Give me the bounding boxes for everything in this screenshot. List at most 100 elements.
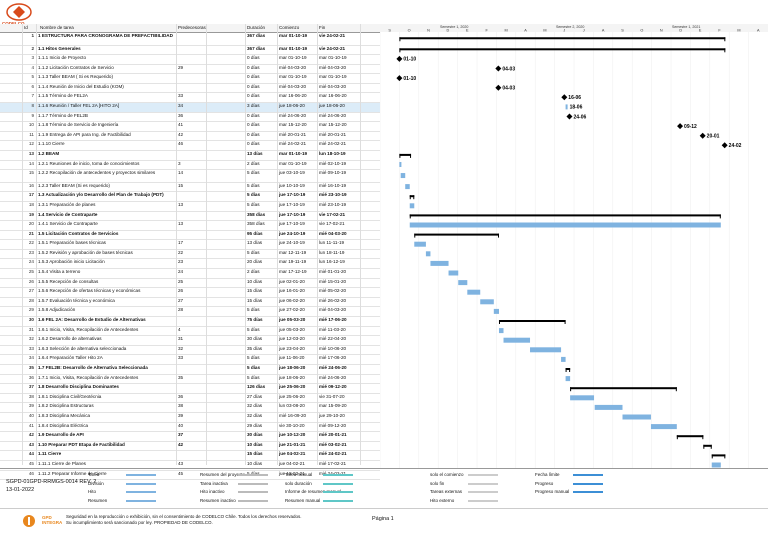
milestone-marker[interactable] bbox=[396, 75, 403, 82]
table-row[interactable]: 14 1.2.1 Reuniones de inicio, toma de con… bbox=[0, 161, 380, 171]
table-row[interactable]: 20 1.4.1 Servicio de Contraparte 13 358 día… bbox=[0, 221, 380, 231]
task-bar[interactable] bbox=[405, 184, 410, 190]
table-row[interactable]: 21 1.5 Licitación Contratos de Servicios 9… bbox=[0, 231, 380, 241]
start-date: jue 16-01-20 bbox=[279, 288, 305, 294]
table-row[interactable]: 2 1.1 Hitos Generales 367 días mar 01-10-19… bbox=[0, 46, 380, 56]
table-row[interactable]: 36 1.7.1 Inicio, Visita, Recopilación de … bbox=[0, 375, 380, 385]
summary-bar[interactable] bbox=[399, 153, 412, 156]
task-bar[interactable] bbox=[458, 280, 468, 286]
table-row[interactable]: 46 1.11.2 Preparar Informe de Cierre 45 5 d… bbox=[0, 471, 380, 481]
summary-bar[interactable] bbox=[409, 195, 415, 198]
task-bar[interactable] bbox=[400, 173, 406, 179]
table-row[interactable]: 35 1.7 FEL2B: Desarrollo de Alternativa S… bbox=[0, 365, 380, 375]
table-row[interactable]: 44 1.11 Cierre 15 días jue 04-02-21 mié 24-0… bbox=[0, 451, 380, 461]
summary-bar[interactable] bbox=[570, 387, 677, 390]
table-row[interactable]: 32 1.6.2 Desarrollo de alternativas 31 30 d… bbox=[0, 336, 380, 346]
milestone-marker[interactable] bbox=[561, 94, 568, 101]
summary-bar[interactable] bbox=[703, 444, 712, 447]
task-bar[interactable] bbox=[622, 414, 651, 420]
table-row[interactable]: 4 1.1.2 Licitación Contratos de Servicio 2… bbox=[0, 65, 380, 75]
table-row[interactable]: 38 1.8.1 Disciplina Civil/Geotécnia 36 27 d… bbox=[0, 394, 380, 404]
table-row[interactable]: 25 1.5.4 Visita a terreno 24 2 días mar 17-1… bbox=[0, 269, 380, 279]
table-row[interactable]: 23 1.5.2 Revisión y aprobación de bases t… bbox=[0, 250, 380, 260]
milestone-marker[interactable] bbox=[566, 113, 573, 120]
table-row[interactable]: 5 1.1.3 Taller BEAM ( Si es Requerido) 0 d… bbox=[0, 74, 380, 84]
table-row[interactable]: 39 1.8.2 Disciplina Estructuras 38 32 días l… bbox=[0, 403, 380, 413]
table-row[interactable]: 42 1.9 Desarrollo de API 37 30 días jue 10-1… bbox=[0, 432, 380, 442]
table-row[interactable]: 11 1.1.9 Entrega de API para Ing. de Fact… bbox=[0, 132, 380, 142]
task-bar[interactable] bbox=[480, 299, 494, 305]
table-row[interactable]: 12 1.1.10 Cierre 46 0 días mié 24-02-21 mié 2… bbox=[0, 141, 380, 152]
milestone-marker[interactable] bbox=[495, 84, 502, 91]
task-bar[interactable] bbox=[650, 424, 677, 430]
task-bar[interactable] bbox=[493, 308, 499, 314]
table-row[interactable]: 31 1.6.1 Inicio, Visita, Recopilación de … bbox=[0, 327, 380, 337]
summary-bar[interactable] bbox=[399, 37, 726, 40]
task-bar[interactable] bbox=[530, 347, 562, 353]
summary-bar[interactable] bbox=[711, 454, 726, 457]
header-id[interactable]: Id bbox=[24, 25, 28, 30]
summary-bar[interactable] bbox=[498, 320, 566, 322]
summary-bar[interactable] bbox=[565, 368, 571, 370]
task-bar[interactable] bbox=[448, 270, 459, 276]
table-row[interactable]: 16 1.2.3 Taller BEAM (Si es requerido) 15 5… bbox=[0, 183, 380, 193]
task-bar[interactable] bbox=[467, 289, 481, 295]
table-row[interactable]: 18 1.3.1 Preparación de planes 13 5 días jue… bbox=[0, 202, 380, 212]
milestone-marker[interactable] bbox=[699, 132, 706, 139]
task-bar[interactable] bbox=[503, 337, 531, 343]
table-row[interactable]: 34 1.6.4 Preparación Taller Hito 2A 33 5 dí… bbox=[0, 355, 380, 365]
row-id: 13 bbox=[28, 151, 34, 157]
table-row[interactable]: 13 1.2 BEAM 13 días mar 01-10-19 lun 18-10-1… bbox=[0, 151, 380, 161]
table-row[interactable]: 22 1.5.1 Preparación bases técnicas 17 13 d… bbox=[0, 240, 380, 250]
header-name[interactable]: Nombre de tarea bbox=[40, 25, 74, 30]
task-bar[interactable] bbox=[711, 462, 721, 468]
table-row[interactable]: 29 1.5.8 Adjudicación 28 5 días jue 27-02-20… bbox=[0, 307, 380, 318]
table-row[interactable]: 26 1.5.5 Recepción de consultas 25 10 días j… bbox=[0, 279, 380, 289]
table-row[interactable]: 9 1.1.7 Término de FEL2B 36 0 días mié 24-06… bbox=[0, 113, 380, 123]
summary-bar[interactable] bbox=[399, 48, 726, 51]
table-row[interactable]: 3 1.1.1 Inicio de Proyecto 0 días mar 01-10… bbox=[0, 55, 380, 65]
table-row[interactable]: 24 1.5.3 Aprobación inicio Licitación 23 20… bbox=[0, 259, 380, 270]
table-row[interactable]: 37 1.8 Desarrollo Disciplina Dominantes 12… bbox=[0, 384, 380, 394]
table-row[interactable]: 30 1.6 FEL 2A: Desarrollo de Estudio de A… bbox=[0, 317, 380, 327]
task-bar[interactable] bbox=[409, 222, 721, 228]
table-row[interactable]: 7 1.1.5 Término de FEL2A 33 0 días mar 16-06… bbox=[0, 93, 380, 104]
task-bar[interactable] bbox=[399, 162, 402, 167]
table-row[interactable]: 43 1.10 Preparar PDT Etapa de Factibilida… bbox=[0, 442, 380, 452]
task-bar[interactable] bbox=[409, 203, 415, 209]
table-row[interactable]: 6 1.1.4 Reunión de Inicio del Estudio (KO… bbox=[0, 84, 380, 94]
header-start[interactable]: Comienzo bbox=[279, 25, 300, 30]
task-bar[interactable] bbox=[594, 404, 623, 410]
header-end[interactable]: Fin bbox=[319, 25, 326, 30]
table-row[interactable]: 15 1.2.2 Recopilación de antecedentes y p… bbox=[0, 170, 380, 183]
milestone-marker[interactable] bbox=[677, 123, 684, 130]
table-row[interactable]: 41 1.8.4 Disciplina Eléctrica 40 29 días vie… bbox=[0, 423, 380, 433]
task-bar[interactable] bbox=[498, 328, 504, 334]
task-bar[interactable] bbox=[565, 104, 568, 110]
task-bar[interactable] bbox=[570, 395, 595, 401]
table-row[interactable]: 8 1.1.6 Reunión / Taller FEL 2A [HITO 2A]… bbox=[0, 103, 380, 113]
table-row[interactable]: 40 1.8.3 Disciplina Mecánica 39 32 días mié … bbox=[0, 413, 380, 423]
milestone-date-label: 09-12 bbox=[684, 124, 697, 130]
milestone-marker[interactable] bbox=[721, 142, 728, 149]
table-row[interactable]: 17 1.3 Actualización y/o Desarrollo del P… bbox=[0, 192, 380, 202]
table-row[interactable]: 45 1.11.1 Cierre de Planes 43 10 días jue 04… bbox=[0, 461, 380, 471]
table-row[interactable]: 10 1.1.8 Término de Servicio de Ingenierí… bbox=[0, 122, 380, 132]
milestone-marker[interactable] bbox=[495, 65, 502, 72]
table-row[interactable]: 27 1.5.6 Recepción de ofertas técnicas y … bbox=[0, 288, 380, 298]
summary-bar[interactable] bbox=[414, 233, 499, 236]
task-bar[interactable] bbox=[430, 260, 449, 266]
header-duration[interactable]: Duración bbox=[247, 25, 266, 30]
table-row[interactable]: 28 1.5.7 Evaluación técnica y económica 27… bbox=[0, 298, 380, 308]
summary-bar[interactable] bbox=[676, 435, 704, 438]
task-bar[interactable] bbox=[425, 251, 431, 257]
header-pred[interactable]: Predecesoras bbox=[178, 25, 206, 30]
milestone-marker[interactable] bbox=[396, 55, 403, 62]
task-bar[interactable] bbox=[561, 356, 566, 362]
table-row[interactable]: 33 1.6.3 Selección de alternativa selecci… bbox=[0, 346, 380, 356]
table-row[interactable]: 19 1.4 Servicio de Contraparte 358 días jue… bbox=[0, 212, 380, 222]
task-bar[interactable] bbox=[414, 241, 426, 247]
table-row[interactable]: 1 1 ESTRUCTURA PARA CRONOGRAMA DE PREFACT… bbox=[0, 33, 380, 46]
task-bar[interactable] bbox=[565, 376, 571, 382]
summary-bar[interactable] bbox=[409, 214, 721, 217]
